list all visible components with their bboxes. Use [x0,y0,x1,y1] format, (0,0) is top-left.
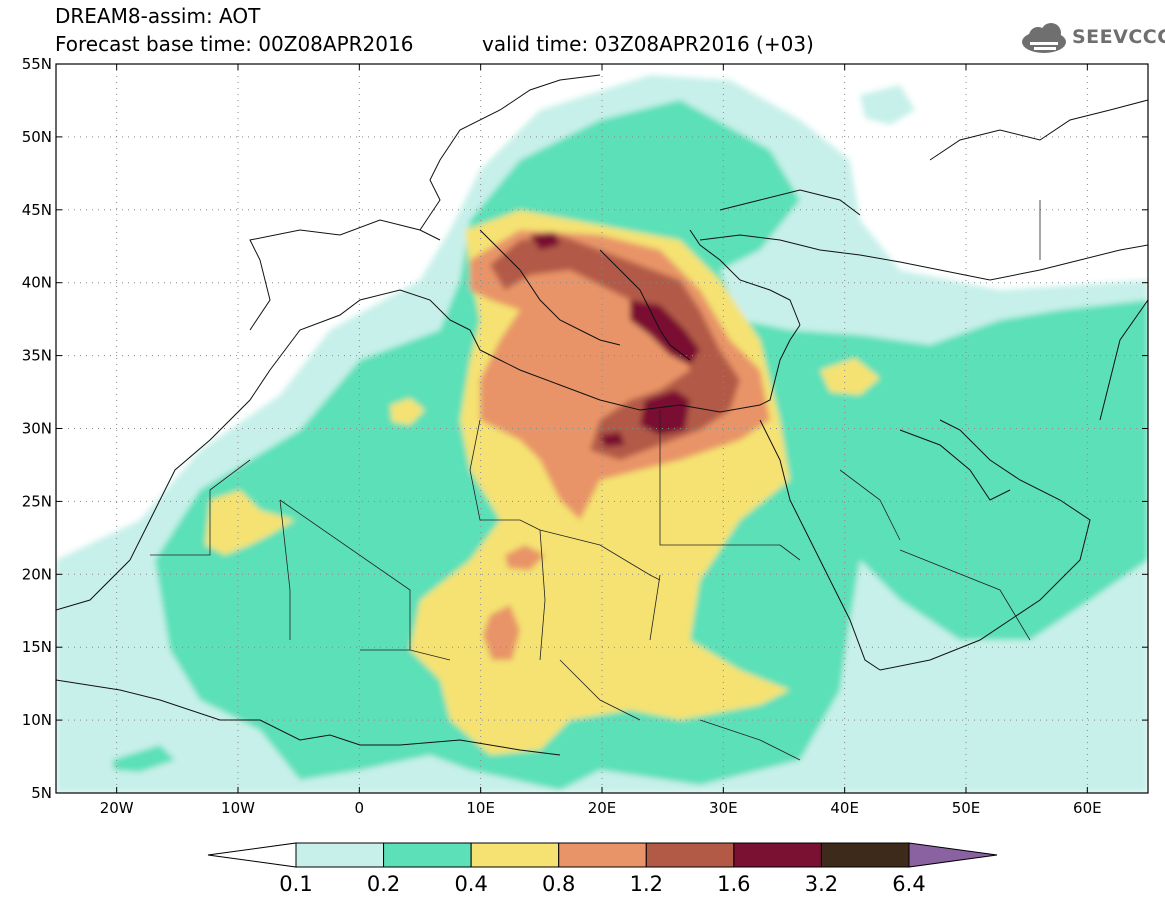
axis-ticks [56,63,1148,794]
lon-tick-label: 10E [466,799,495,817]
lat-tick-label: 10N [22,711,52,729]
colorbar-box [645,842,735,868]
colorbar-label: 1.2 [630,872,663,896]
lat-tick-label: 40N [22,274,52,292]
colorbar-box [383,842,472,868]
lat-tick-label: 25N [22,492,52,510]
colorbar-label: 1.6 [717,872,750,896]
colorbar-label: 0.2 [367,872,400,896]
lat-tick-label: 55N [22,55,52,73]
lat-tick-label: 50N [22,128,52,146]
lon-tick-label: 20W [100,799,134,817]
lat-tick-label: 5N [31,784,52,802]
lat-tick-label: 45N [22,201,52,219]
colorbar-box [820,842,910,868]
title-line-1: DREAM8-assim: AOT [55,4,261,28]
lat-tick-label: 15N [22,638,52,656]
forecast-base-time: Forecast base time: 00Z08APR2016 [55,32,414,56]
aot-field [56,64,1148,793]
coastlines [56,74,1148,756]
colorbar-box [470,842,560,868]
lat-tick-label: 20N [22,565,52,583]
cloud-icon [1022,23,1066,53]
logo-text: SEEVCCC [1072,26,1165,48]
colorbar-label: 0.4 [454,872,487,896]
lon-tick-label: 60E [1073,799,1102,817]
axis-tick-labels: 20W 10W 0 10E 20E 30E 40E 50E 60E 55N 50N 45N 40N 35N… [22,55,1102,817]
graticule [56,64,1148,793]
lon-tick-label: 50E [952,799,981,817]
colorbar-box [733,842,822,868]
lon-tick-label: 20E [588,799,617,817]
colorbar: 0.1 0.2 0.4 0.8 1.2 1.6 3.2 6.4 [207,842,998,896]
lon-tick-label: 40E [830,799,859,817]
country-borders [150,200,1041,761]
colorbar-label: 6.4 [892,872,925,896]
colorbar-high-arrow [908,842,998,868]
lon-tick-label: 10W [221,799,255,817]
colorbar-label: 0.1 [279,872,312,896]
colorbar-box [558,842,647,868]
lat-tick-label: 35N [22,347,52,365]
lon-tick-label: 0 [355,799,365,817]
colorbar-low-arrow [207,842,297,868]
lat-tick-label: 30N [22,420,52,438]
valid-time: valid time: 03Z08APR2016 (+03) [482,32,814,56]
colorbar-label: 3.2 [805,872,838,896]
lon-tick-label: 30E [709,799,738,817]
colorbar-label: 0.8 [542,872,575,896]
colorbar-box [295,842,385,868]
